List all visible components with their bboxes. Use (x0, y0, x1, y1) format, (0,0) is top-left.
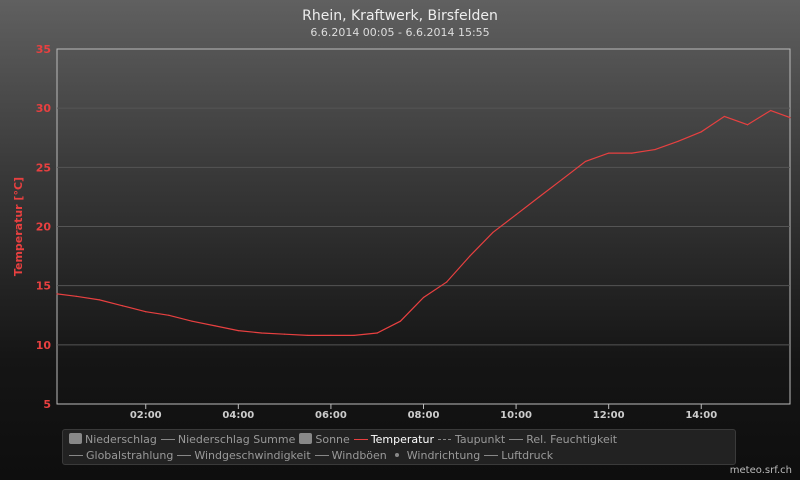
data-point (492, 231, 494, 234)
legend-item[interactable]: Niederschlag Summe (160, 433, 296, 446)
data-point (584, 160, 587, 163)
legend-item[interactable]: Windgeschwindigkeit (177, 449, 311, 462)
legend-item[interactable]: Rel. Feuchtigkeit (509, 433, 617, 446)
y-tick-label: 20 (36, 221, 52, 234)
legend-label: Niederschlag (85, 433, 157, 446)
line-swatch-icon (69, 455, 83, 456)
data-point (191, 320, 193, 322)
legend-item[interactable]: Globalstrahlung (69, 449, 173, 462)
line-swatch-icon (353, 439, 368, 440)
data-point (121, 305, 124, 307)
line-swatch-icon (484, 455, 499, 456)
y-tick-label: 15 (36, 280, 51, 293)
legend-label: Windböen (331, 449, 387, 462)
data-point (700, 131, 702, 133)
data-point (770, 109, 772, 112)
data-point (723, 115, 726, 118)
chart-subtitle: 6.6.2014 00:05 - 6.6.2014 15:55 (310, 26, 490, 39)
data-point (654, 148, 656, 151)
legend-label: Luftdruck (501, 449, 554, 462)
y-tick-label: 10 (36, 339, 52, 352)
line-swatch-icon (314, 455, 329, 456)
chart-title: Rhein, Kraftwerk, Birsfelden (302, 8, 498, 24)
legend-item[interactable]: Sonne (299, 433, 350, 446)
line-swatch-icon (160, 439, 175, 440)
x-tick-label: 10:00 (500, 410, 532, 421)
legend: Niederschlag Niederschlag Summe Sonne Tempe… (62, 429, 736, 465)
legend-item[interactable]: Windrichtung (391, 449, 480, 462)
data-point (353, 334, 355, 336)
x-tick-label: 14:00 (685, 410, 717, 421)
data-point (56, 293, 58, 295)
data-point (515, 214, 517, 216)
y-tick-label: 5 (43, 398, 51, 411)
data-point (376, 332, 378, 334)
legend-label: Rel. Feuchtigkeit (526, 433, 618, 446)
y-tick-label: 25 (36, 161, 51, 174)
x-tick-label: 04:00 (222, 410, 254, 421)
legend-label: Niederschlag Summe (177, 433, 296, 446)
dot-swatch-icon (394, 453, 399, 457)
data-point (746, 124, 749, 126)
legend-label: Windrichtung (406, 449, 481, 462)
data-point (307, 334, 309, 336)
legend-item[interactable]: Luftdruck (484, 449, 553, 462)
y-axis-label: Temperatur [°C] (12, 177, 25, 276)
legend-label: Windgeschwindigkeit (194, 449, 311, 462)
legend-label: Globalstrahlung (86, 449, 174, 462)
credit[interactable]: meteo.srf.ch (729, 465, 792, 476)
legend-item[interactable]: Taupunkt (437, 433, 506, 446)
data-point (330, 334, 332, 336)
series-line-temperatur (56, 109, 791, 336)
legend-item[interactable]: Niederschlag (69, 433, 157, 446)
data-point (422, 296, 425, 299)
data-point (237, 330, 239, 332)
data-point (98, 299, 101, 301)
box-swatch-icon (299, 433, 313, 444)
line-swatch-icon (509, 439, 524, 440)
x-tick-label: 12:00 (593, 410, 625, 421)
y-tick-label: 30 (36, 102, 52, 115)
data-point (214, 325, 216, 327)
data-point (608, 152, 610, 154)
line-swatch-icon (177, 455, 192, 456)
data-point (631, 152, 633, 154)
data-point (260, 332, 263, 334)
legend-label: Taupunkt (454, 433, 506, 446)
data-point (789, 117, 791, 119)
data-point (399, 320, 401, 322)
data-point (469, 255, 471, 257)
data-point (284, 333, 286, 335)
x-tick-label: 08:00 (408, 410, 440, 421)
data-point (446, 281, 448, 283)
data-point (75, 295, 77, 297)
legend-item[interactable]: Windböen (314, 449, 387, 462)
data-point (145, 311, 147, 313)
legend-label: Temperatur (370, 433, 434, 446)
line-swatch-icon (437, 439, 452, 440)
data-point (677, 140, 679, 142)
data-point (561, 178, 563, 180)
box-swatch-icon (69, 433, 82, 444)
legend-label: Sonne (315, 433, 350, 446)
x-tick-label: 06:00 (315, 410, 347, 421)
data-point (168, 314, 170, 316)
data-point (538, 196, 540, 198)
legend-item[interactable]: Temperatur (353, 433, 434, 446)
x-tick-label: 02:00 (130, 410, 162, 421)
y-tick-label: 35 (36, 43, 51, 56)
